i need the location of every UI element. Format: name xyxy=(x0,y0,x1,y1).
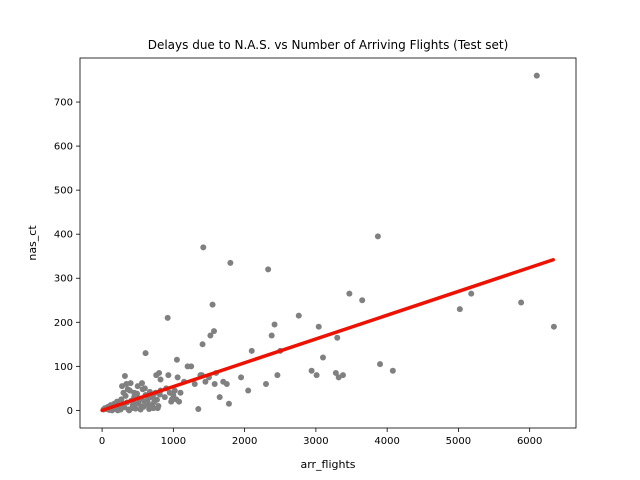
x-tick-label: 4000 xyxy=(374,436,399,447)
scatter-point xyxy=(202,378,209,385)
scatter-point xyxy=(225,400,232,407)
scatter-point xyxy=(134,383,141,390)
scatter-point xyxy=(118,396,125,403)
scatter-point xyxy=(133,391,140,398)
scatter-point xyxy=(209,301,216,308)
scatter-point xyxy=(195,406,202,413)
scatter-point xyxy=(200,244,207,251)
scatter-point xyxy=(150,405,157,412)
scatter-point xyxy=(142,350,149,357)
y-axis-ticks: 0 100 200 300 400 500 600 700 xyxy=(54,98,80,417)
scatter-point xyxy=(346,290,353,297)
scatter-point xyxy=(210,328,217,335)
x-tick-label: 0 xyxy=(99,436,105,447)
scatter-point xyxy=(120,389,127,396)
y-tick-label: 100 xyxy=(54,362,73,373)
scatter-point xyxy=(223,380,230,387)
scatter-point xyxy=(308,367,315,374)
scatter-point xyxy=(129,405,136,412)
scatter-point xyxy=(389,367,396,374)
scatter-point xyxy=(121,373,128,380)
scatter-point xyxy=(320,354,327,361)
scatter-point xyxy=(274,372,281,379)
scatter-point xyxy=(518,299,525,306)
scatter-point xyxy=(117,406,124,413)
scatter-point xyxy=(164,314,171,321)
x-tick-label: 5000 xyxy=(446,436,471,447)
scatter-point xyxy=(161,394,168,401)
scatter-point xyxy=(313,372,320,379)
x-tick-label: 6000 xyxy=(517,436,542,447)
scatter-point xyxy=(141,385,148,392)
scatter-point xyxy=(315,323,322,330)
scatter-point xyxy=(238,374,245,381)
scatter-point xyxy=(456,306,463,313)
scatter-point xyxy=(157,376,164,383)
scatter-point xyxy=(468,290,475,297)
y-tick-label: 200 xyxy=(54,318,73,329)
scatter-point xyxy=(550,323,557,330)
scatter-point xyxy=(154,405,161,412)
scatter-point xyxy=(377,361,384,368)
scatter-point xyxy=(339,372,346,379)
y-axis-label: nas_ct xyxy=(26,225,39,261)
y-tick-label: 300 xyxy=(54,274,73,285)
x-tick-label: 1000 xyxy=(161,436,186,447)
scatter-point xyxy=(177,389,184,396)
scatter-point xyxy=(199,341,206,348)
scatter-point xyxy=(263,380,269,387)
scatter-point xyxy=(127,380,134,387)
x-axis-ticks: 0 1000 2000 3000 4000 5000 6000 xyxy=(99,428,542,447)
scatter-point xyxy=(140,403,147,410)
scatter-point xyxy=(245,387,252,394)
scatter-point xyxy=(207,332,214,339)
y-tick-label: 600 xyxy=(54,142,73,153)
scatter-point xyxy=(156,369,163,376)
scatter-point xyxy=(176,398,183,405)
y-tick-label: 0 xyxy=(67,406,73,417)
scatter-point xyxy=(124,386,131,393)
regression-line xyxy=(100,257,555,413)
scatter-point xyxy=(191,380,198,387)
scatter-point xyxy=(165,372,172,379)
scatter-point xyxy=(268,332,275,339)
y-tick-label: 500 xyxy=(54,186,73,197)
scatter-point xyxy=(139,380,145,387)
scatter-point xyxy=(359,297,366,304)
regression-line-group xyxy=(100,257,555,413)
scatter-point xyxy=(131,400,138,407)
scatter-point xyxy=(295,312,302,319)
scatter-point xyxy=(248,347,255,354)
y-tick-label: 400 xyxy=(54,230,73,241)
scatter-point xyxy=(374,233,381,240)
scatter-point xyxy=(533,72,540,79)
axes-frame xyxy=(79,57,577,429)
scatter-point xyxy=(227,259,234,266)
x-axis-label: arr_flights xyxy=(300,458,355,471)
scatter-point xyxy=(173,356,180,363)
scatter-point xyxy=(119,383,126,390)
scatter-point xyxy=(144,399,151,406)
scatter-point xyxy=(334,334,341,341)
scatter-point xyxy=(332,369,339,376)
x-tick-label: 3000 xyxy=(303,436,328,447)
x-tick-label: 2000 xyxy=(232,436,257,447)
chart-title: Delays due to N.A.S. vs Number of Arrivi… xyxy=(148,38,509,52)
scatter-point xyxy=(171,387,178,394)
y-tick-label: 700 xyxy=(54,98,73,109)
scatter-point xyxy=(211,380,218,387)
scatter-point xyxy=(271,321,278,328)
scatter-point xyxy=(188,363,195,370)
scatter-point xyxy=(174,374,181,381)
scatter-point xyxy=(265,266,272,273)
scatter-point xyxy=(216,394,223,401)
